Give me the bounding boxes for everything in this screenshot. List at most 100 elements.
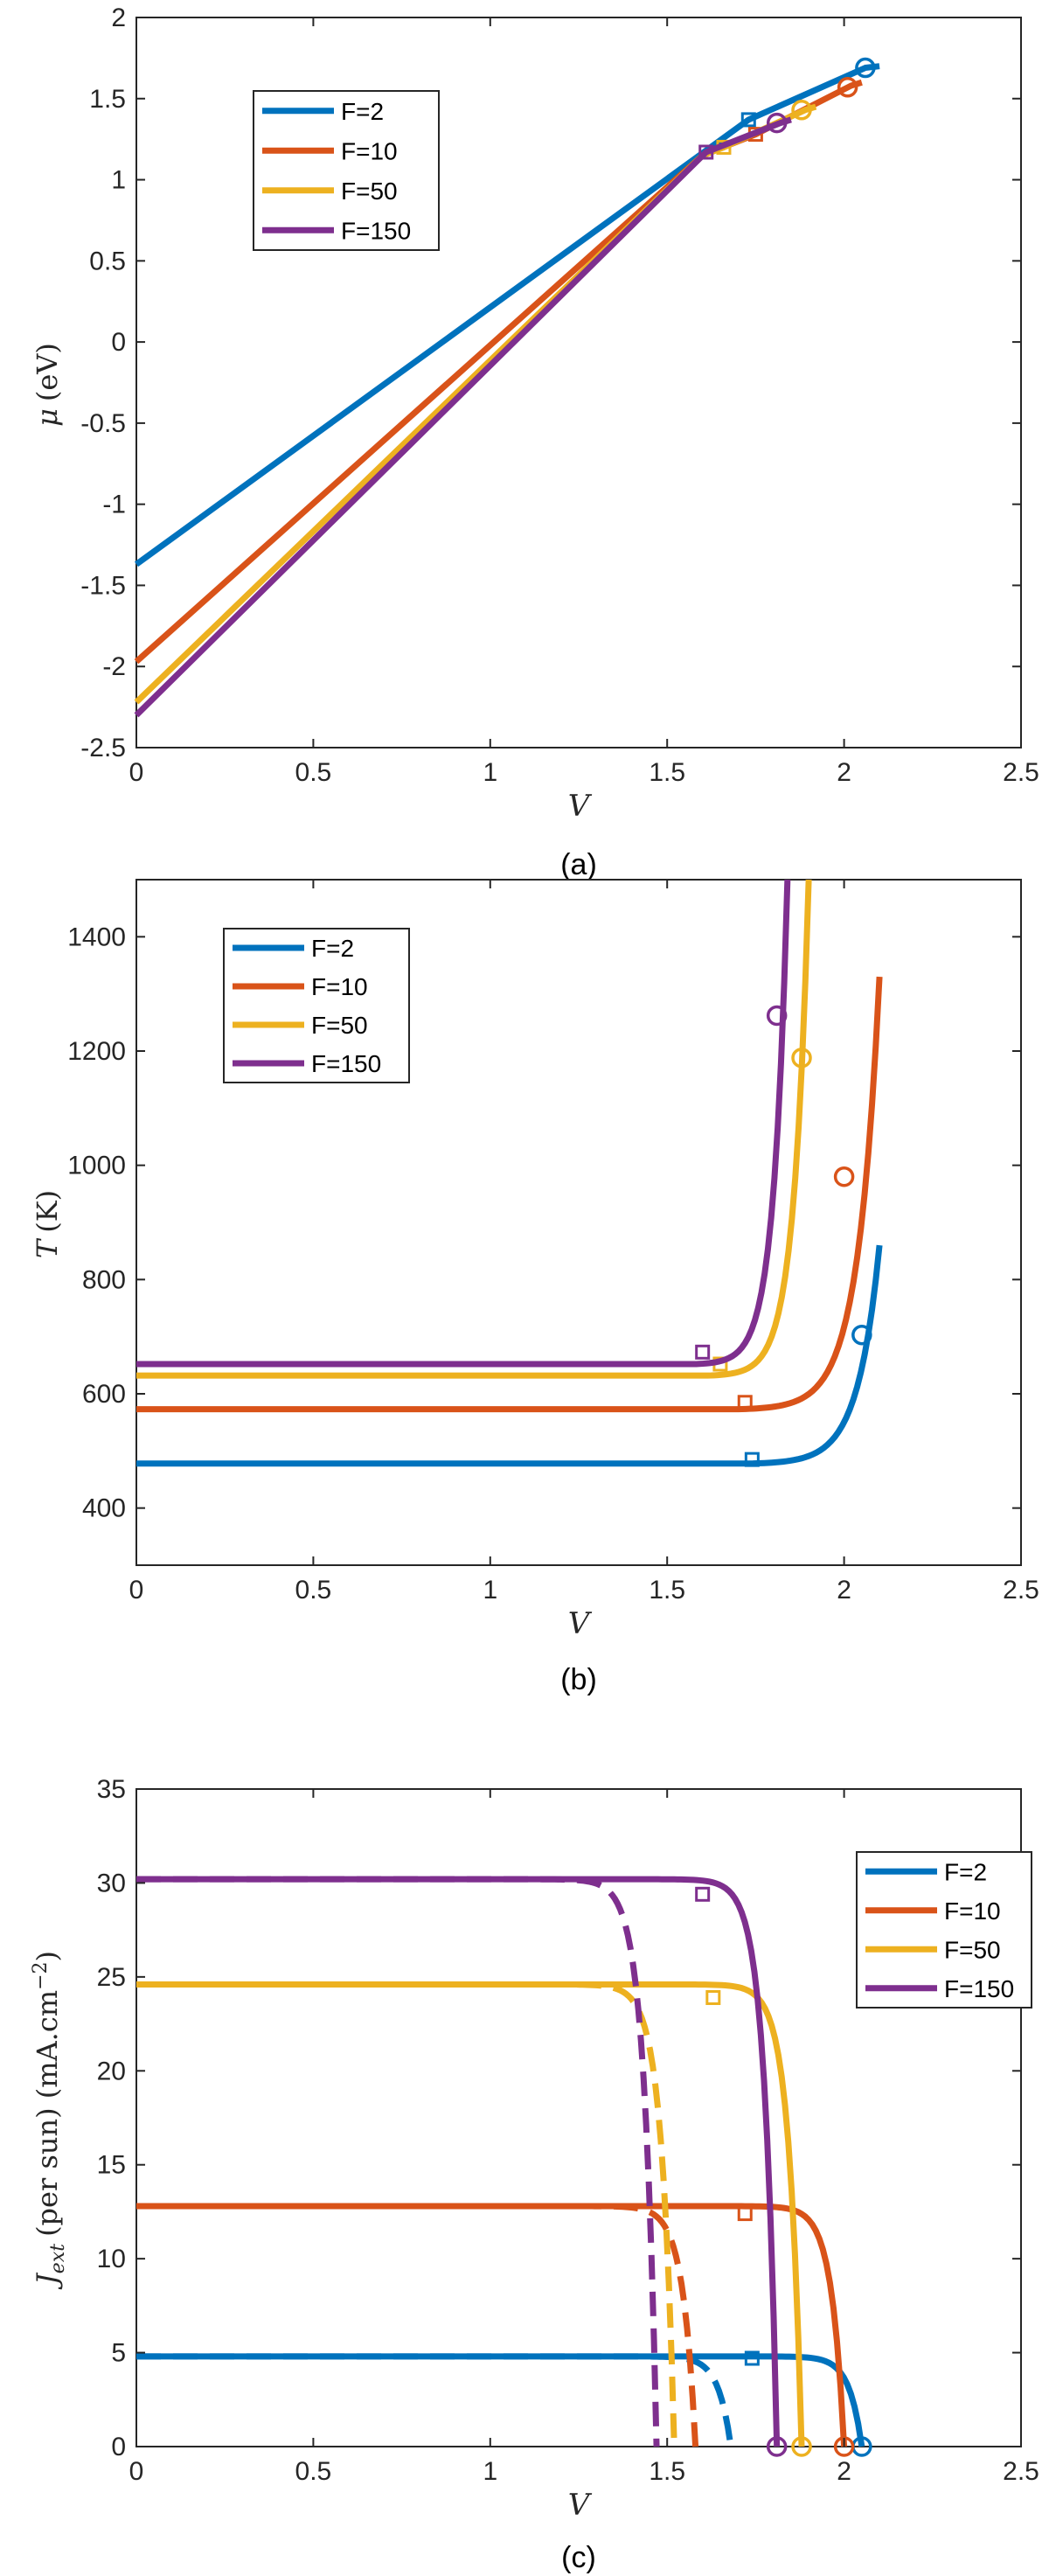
c-ytick-label: 15: [97, 2151, 126, 2180]
legend-b: F=2 F=10 F=50 F=150: [223, 928, 410, 1083]
caption-c: (c): [561, 2541, 596, 2574]
b-F=150-marker-circle: [766, 1005, 788, 1027]
a-F=10-marker-circle: [837, 77, 858, 98]
b-legend-label: F=50: [311, 1012, 368, 1039]
ylabel-a: μ(eV): [31, 343, 64, 427]
c-F=50-marker-circle: [791, 2436, 812, 2457]
a-ytick-label: -2.5: [80, 734, 126, 762]
a-xtick-label: 0.5: [295, 758, 332, 787]
a-xtick-label: 2: [837, 758, 851, 787]
b-ytick-label: 1400: [67, 922, 126, 951]
b-F=150-marker-square: [695, 1344, 711, 1360]
b-legend-label: F=2: [311, 935, 354, 962]
c-F=2-marker-square: [744, 2350, 760, 2366]
series-line-F=50: [136, 880, 812, 1379]
c-legend-box: [856, 1851, 1032, 2009]
b-F=2-marker-circle: [851, 1324, 872, 1346]
c-legend-label: F=2: [944, 1858, 987, 1885]
b-xtick-label: 2: [837, 1576, 851, 1605]
b-ytick-label: 1000: [67, 1152, 126, 1180]
b-xtick-label: 1: [483, 1576, 497, 1605]
c-ytick-label: 25: [97, 1963, 126, 1992]
legend-c: F=2 F=10 F=50 F=150: [856, 1851, 1032, 2009]
c-F=50-marker-square: [705, 1989, 721, 2005]
a-xtick-label: 2.5: [1003, 758, 1039, 787]
a-ytick-label: -0.5: [80, 409, 126, 438]
a-legend-label: F=10: [341, 137, 398, 164]
c-xtick-label: 0: [129, 2457, 144, 2486]
c-F=150-marker-square: [695, 1886, 711, 1902]
b-xtick-label: 2.5: [1003, 1576, 1039, 1605]
series-line-F=150: [136, 880, 791, 1368]
series-line-F=50: [136, 1981, 805, 2447]
c-legend-label: F=10: [944, 1897, 1001, 1925]
a-legend-label: F=50: [341, 178, 398, 205]
a-xtick-label: 1.5: [649, 758, 685, 787]
b-F=10-marker-circle: [833, 1166, 855, 1187]
xlabel-a: V: [568, 789, 593, 824]
c-ytick-label: 20: [97, 2057, 126, 2085]
legend-a: F=2 F=10 F=50 F=150: [253, 90, 440, 251]
b-F=50-marker-circle: [791, 1048, 812, 1069]
a-legend-label: F=150: [341, 217, 411, 244]
a-ytick-label: -1: [102, 491, 126, 519]
b-F=10-marker-square: [737, 1395, 753, 1410]
b-legend-label: F=150: [311, 1050, 381, 1077]
series-line-F=150: [136, 1876, 781, 2447]
b-xtick-label: 1.5: [649, 1576, 685, 1605]
a-legend-box: [253, 90, 440, 251]
a-ytick-label: 1.5: [89, 85, 126, 114]
panel-b: 0 0.5 1 1.5 2 2.5 400 600 800 1000 1200 1400 F=2 F=1…: [31, 879, 1039, 1696]
a-F=150-marker-square: [698, 144, 714, 160]
a-xtick-label: 1: [483, 758, 497, 787]
caption-a: (a): [560, 848, 597, 881]
c-xtick-label: 0.5: [295, 2457, 332, 2486]
c-xtick-label: 2.5: [1003, 2457, 1039, 2486]
panel-a: 0 0.5 1 1.5 2 2.5 -2.5 -2 -1.5 -1 -0.5 0 0.5 1 1.5 2 F=…: [31, 3, 1039, 881]
c-ytick-label: 5: [111, 2339, 126, 2368]
c-ytick-label: 10: [97, 2245, 126, 2273]
a-F=50-marker-circle: [791, 100, 812, 121]
c-F=150-marker-circle: [766, 2436, 788, 2457]
c-ytick-label: 30: [97, 1869, 126, 1897]
a-ytick-label: 2: [111, 3, 126, 32]
a-ytick-label: -1.5: [80, 571, 126, 600]
a-ytick-label: 0.5: [89, 247, 126, 275]
a-F=2-marker-square: [740, 112, 756, 128]
c-xtick-label: 1.5: [649, 2457, 685, 2486]
b-xtick-label: 0: [129, 1576, 144, 1605]
b-ytick-label: 800: [82, 1265, 126, 1294]
series-line-F=10: [136, 976, 883, 1413]
caption-b: (b): [560, 1663, 597, 1696]
c-legend-label: F=50: [944, 1936, 1001, 1963]
xlabel-c: V: [568, 2488, 593, 2523]
c-ytick-label: 0: [111, 2433, 126, 2461]
ylabel-c: Jext(per sun) (mA.cm−2): [30, 1951, 69, 2290]
c-xtick-label: 2: [837, 2457, 851, 2486]
a-legend-label: F=2: [341, 98, 384, 125]
a-ytick-label: -2: [102, 652, 126, 681]
b-legend-box: [223, 928, 410, 1083]
c-ytick-label: 35: [97, 1775, 126, 1804]
a-F=150-marker-circle: [766, 112, 788, 134]
b-ytick-label: 400: [82, 1494, 126, 1523]
b-ytick-label: 600: [82, 1380, 126, 1409]
a-ytick-label: 1: [111, 166, 126, 195]
ylabel-b: T(K): [31, 1190, 64, 1258]
b-xtick-label: 0.5: [295, 1576, 332, 1605]
series-line-F=2: [136, 2353, 865, 2447]
a-ytick-label: 0: [111, 328, 126, 357]
b-legend-label: F=10: [311, 973, 368, 1000]
a-F=2-marker-circle: [855, 57, 876, 79]
c-legend-label: F=150: [944, 1975, 1014, 2002]
c-xtick-label: 1: [483, 2457, 497, 2486]
b-ytick-label: 1200: [67, 1037, 126, 1066]
series-line-F=2: [136, 1244, 883, 1467]
b-F=2-marker-square: [744, 1452, 760, 1467]
series-line-F=2: [134, 63, 880, 567]
c-F=10-marker-square: [737, 2206, 753, 2222]
xlabel-b: V: [568, 1606, 593, 1641]
series-line-F=10: [136, 2203, 848, 2447]
